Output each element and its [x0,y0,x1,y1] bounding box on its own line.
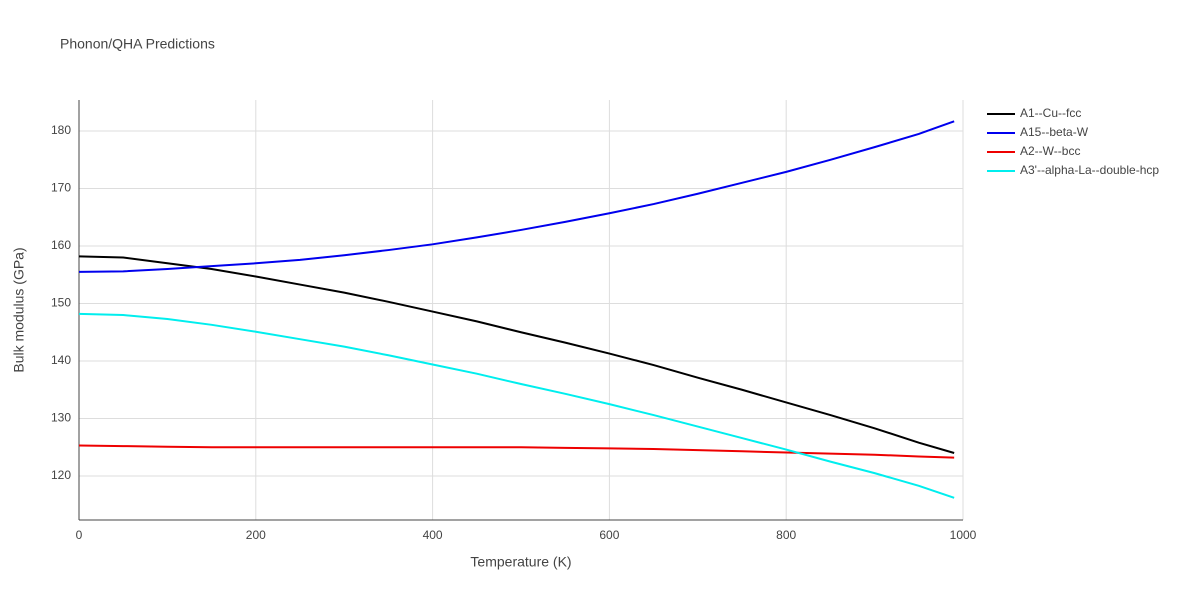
legend-label: A2--W--bcc [1020,144,1080,158]
x-tick-label: 1000 [950,528,977,542]
chart-title: Phonon/QHA Predictions [60,36,215,52]
x-tick-label: 0 [76,528,83,542]
y-tick-label: 180 [51,123,71,137]
y-axis-label: Bulk modulus (GPa) [11,247,27,372]
x-axis-label: Temperature (K) [470,554,571,570]
series-line [78,255,955,454]
x-tick-label: 600 [599,528,619,542]
legend-label: A15--beta-W [1020,125,1089,139]
series-line [78,444,955,459]
legend-label: A1--Cu--fcc [1020,106,1081,120]
legend-label: A3'--alpha-La--double-hcp [1020,163,1159,177]
y-tick-label: 120 [51,468,71,482]
y-tick-label: 160 [51,238,71,252]
y-tick-label: 150 [51,296,71,310]
series-line [78,120,955,273]
y-tick-label: 140 [51,353,71,367]
x-tick-label: 200 [246,528,266,542]
series-line [78,312,955,499]
y-tick-label: 130 [51,411,71,425]
x-tick-label: 400 [423,528,443,542]
x-tick-label: 800 [776,528,796,542]
y-tick-label: 170 [51,181,71,195]
